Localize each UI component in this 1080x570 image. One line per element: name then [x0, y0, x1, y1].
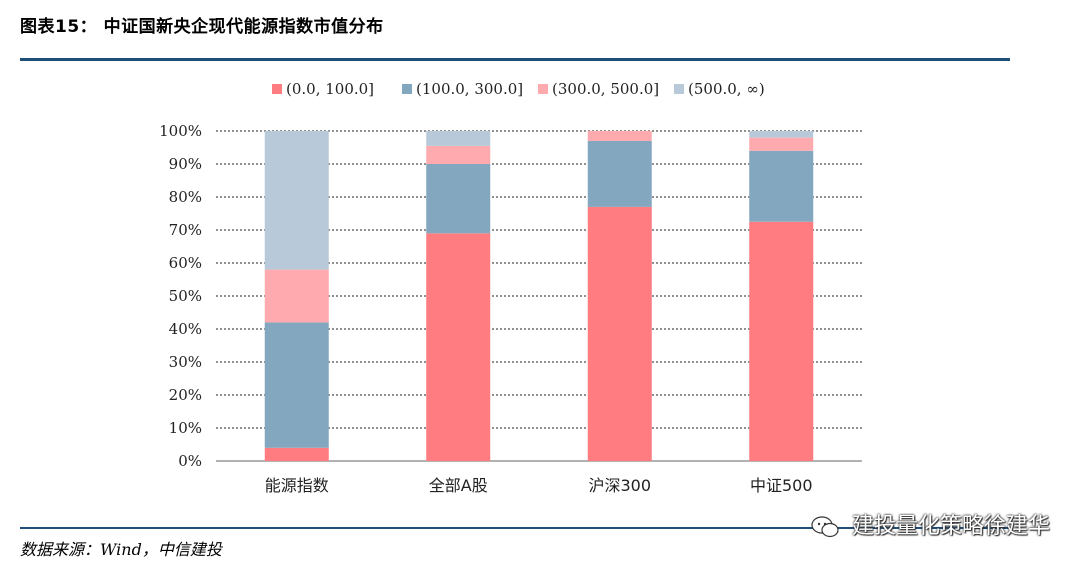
legend-label: (300.0, 500.0] [552, 80, 659, 98]
y-tick-label: 80% [169, 188, 202, 206]
bar-segment [749, 137, 814, 151]
bottom-rule [20, 527, 1010, 529]
watermark: 建投量化策略徐建华 [811, 508, 1050, 540]
legend-swatch [538, 84, 548, 94]
bar-segment [426, 164, 491, 234]
y-tick-label: 30% [169, 353, 202, 371]
y-tick-label: 0% [178, 452, 202, 470]
legend-swatch [402, 84, 412, 94]
bar-segment [264, 269, 329, 323]
category-label: 全部A股 [429, 476, 488, 495]
bar-segment [264, 131, 329, 270]
y-tick-label: 70% [169, 221, 202, 239]
bar-segment [587, 131, 652, 141]
y-tick-label: 60% [169, 254, 202, 272]
bar-segment [426, 145, 491, 164]
bar-segment [587, 206, 652, 461]
wechat-icon [811, 516, 839, 538]
bar-segment [264, 322, 329, 448]
bar-segment [426, 131, 491, 146]
bar-segment [426, 233, 491, 461]
y-tick-label: 100% [159, 122, 202, 140]
y-tick-label: 50% [169, 287, 202, 305]
legend-swatch [674, 84, 684, 94]
category-label: 能源指数 [265, 476, 329, 495]
legend-label: (0.0, 100.0] [286, 80, 374, 98]
category-label: 沪深300 [588, 476, 651, 495]
y-tick-label: 10% [169, 419, 202, 437]
bar-segment [264, 447, 329, 461]
bar-segment [587, 140, 652, 207]
bar-segment [749, 150, 814, 222]
y-tick-label: 20% [169, 386, 202, 404]
y-tick-label: 40% [169, 320, 202, 338]
legend-swatch [272, 84, 282, 94]
y-tick-label: 90% [169, 155, 202, 173]
bar-segment [749, 221, 814, 461]
legend-label: (100.0, 300.0] [416, 80, 523, 98]
watermark-text: 建投量化策略徐建华 [851, 514, 1050, 539]
bar-segment [749, 131, 814, 138]
source-note: 数据来源：Wind，中信建投 [20, 540, 222, 559]
category-label: 中证500 [750, 476, 813, 495]
stacked-bar-chart: 0% 10% 20% 30% 40% 50% 60% 70% 80% 90% 100% 能源指数 全部A… [159, 80, 862, 495]
figure-title: 图表15： 中证国新央企现代能源指数市值分布 [20, 17, 384, 37]
legend-label: (500.0, ∞) [688, 80, 765, 98]
top-rule [20, 58, 1010, 61]
